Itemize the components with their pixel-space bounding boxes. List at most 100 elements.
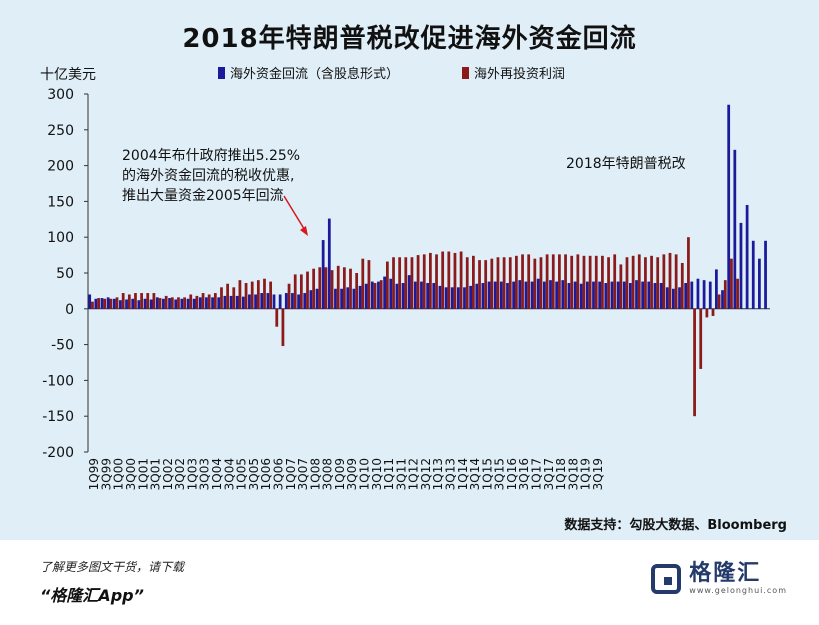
x-tick-label: 3Q11 [394, 458, 408, 490]
bar-reinvested-earnings [441, 251, 445, 309]
bar-repatriation [420, 281, 423, 309]
y-tick-label: -50 [51, 338, 74, 354]
x-tick-label: 1Q12 [407, 458, 421, 490]
bar-reinvested-earnings [711, 308, 715, 316]
bar-repatriation [567, 283, 571, 309]
bar-reinvested-earnings [496, 257, 500, 309]
annotation-2018: 2018年特朗普税改 [566, 156, 686, 172]
footer: 了解更多图文干货，请下载 “格隆汇App” 格隆汇 www.gelonghui.… [0, 540, 819, 625]
bar-repatriation [721, 290, 724, 309]
x-tick-label: 1Q11 [382, 458, 396, 490]
chart-title: 2018年特朗普税改促进海外资金回流 [182, 24, 637, 54]
bar-repatriation [377, 281, 380, 309]
bar-reinvested-earnings [588, 255, 592, 309]
bar-repatriation [131, 298, 135, 309]
bar-repatriation [241, 296, 245, 309]
bar-reinvested-earnings [637, 254, 641, 309]
bar-repatriation [401, 283, 405, 309]
bar-repatriation [395, 283, 399, 309]
bar-repatriation [383, 276, 386, 309]
logo-text: 格隆汇 www.gelonghui.com [689, 562, 787, 596]
bar-repatriation [487, 281, 491, 309]
bar-repatriation [413, 281, 417, 309]
bar-reinvested-earnings [306, 271, 309, 309]
bar-reinvested-earnings [619, 264, 623, 309]
bar-repatriation [155, 297, 159, 309]
bar-reinvested-earnings [134, 293, 137, 309]
bar-repatriation [137, 300, 141, 309]
bar-reinvested-earnings [318, 267, 322, 309]
bar-repatriation [352, 288, 356, 309]
x-tick-label: 1Q03 [186, 458, 200, 490]
bar-reinvested-earnings [576, 254, 580, 309]
bar-reinvested-earnings [226, 283, 229, 309]
annotation-arrow [283, 195, 307, 233]
bar-repatriation [272, 294, 276, 309]
bar-reinvested-earnings [687, 237, 690, 309]
bar-repatriation [647, 281, 651, 309]
bar-reinvested-earnings [429, 252, 432, 309]
x-tick-label: 1Q13 [431, 458, 445, 490]
x-tick-label: 3Q09 [345, 458, 359, 490]
bar-reinvested-earnings [472, 255, 475, 309]
bar-reinvested-earnings [465, 257, 469, 309]
bar-reinvested-earnings [435, 254, 438, 309]
bar-reinvested-earnings [416, 255, 420, 309]
bar-repatriation [536, 278, 540, 309]
y-tick-label: 0 [65, 302, 74, 318]
bar-repatriation [592, 281, 595, 309]
bar-repatriation [598, 281, 602, 309]
x-tick-label: 3Q18 [566, 458, 580, 490]
bar-repatriation [168, 298, 171, 309]
bar-reinvested-earnings [410, 257, 414, 309]
bar-reinvested-earnings [146, 293, 150, 309]
bar-repatriation [248, 294, 251, 309]
legend-item-series1: 海外资金回流（含股息形式） [218, 63, 399, 82]
x-tick-label: 3Q19 [591, 458, 605, 490]
x-tick-label: 1Q19 [579, 458, 593, 490]
bar-reinvested-earnings [662, 254, 666, 309]
bar-repatriation [303, 293, 307, 309]
bar-reinvested-earnings [336, 265, 340, 309]
x-tick-label: 1Q00 [112, 458, 126, 490]
bar-reinvested-earnings [392, 257, 395, 309]
bar-repatriation [315, 288, 319, 309]
bar-repatriation [758, 258, 761, 309]
bar-reinvested-earnings [717, 294, 721, 309]
annotation-2004-line1: 2004年布什政府推出5.25% [122, 148, 300, 164]
bar-reinvested-earnings [422, 254, 426, 309]
y-tick-label: -200 [42, 445, 74, 461]
bar-repatriation [217, 297, 221, 309]
legend-label-series2: 海外再投资利润 [474, 67, 566, 82]
y-unit-label: 十亿美元 [40, 67, 96, 83]
x-tick-label: 1Q06 [259, 458, 273, 490]
x-tick-label: 1Q07 [284, 458, 298, 490]
x-tick-label: 1Q05 [235, 458, 249, 490]
bar-repatriation [745, 204, 749, 309]
bar-repatriation [143, 298, 147, 309]
bar-reinvested-earnings [582, 255, 586, 309]
bar-reinvested-earnings [330, 270, 334, 309]
bar-reinvested-earnings [453, 252, 457, 309]
bar-reinvested-earnings [398, 257, 402, 309]
bar-repatriation [610, 281, 614, 309]
bar-reinvested-earnings [656, 257, 660, 309]
bar-reinvested-earnings [201, 293, 205, 309]
x-tick-label: 3Q15 [493, 458, 507, 490]
bar-reinvested-earnings [355, 273, 359, 309]
x-tick-label: 1Q09 [333, 458, 347, 490]
bar-repatriation [192, 298, 196, 309]
bar-reinvested-earnings [103, 298, 107, 309]
bar-reinvested-earnings [459, 251, 463, 309]
footer-download-text: 了解更多图文干货，请下载 [40, 560, 185, 574]
bar-repatriation [180, 298, 184, 309]
bar-repatriation [690, 281, 694, 309]
bar-reinvested-earnings [244, 283, 248, 309]
bar-reinvested-earnings [693, 308, 696, 417]
bar-repatriation [291, 293, 294, 309]
bar-reinvested-earnings [508, 257, 512, 309]
bar-repatriation [162, 298, 165, 309]
x-tick-label: 3Q01 [149, 458, 163, 490]
bar-reinvested-earnings [385, 261, 389, 309]
